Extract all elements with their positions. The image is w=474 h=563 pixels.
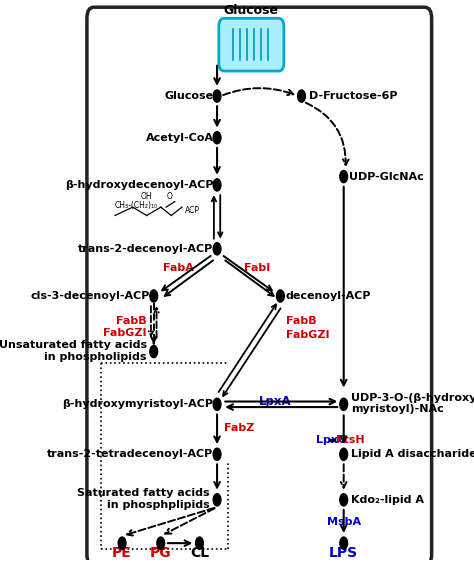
Circle shape <box>118 537 126 549</box>
Text: UDP-GlcNAc: UDP-GlcNAc <box>349 172 424 182</box>
Circle shape <box>150 346 158 358</box>
Text: OH: OH <box>141 192 153 201</box>
Text: Unsaturated fatty acids: Unsaturated fatty acids <box>0 340 147 350</box>
Circle shape <box>213 448 221 461</box>
Circle shape <box>276 290 284 302</box>
Text: β-hydroxymyristoyl-ACP: β-hydroxymyristoyl-ACP <box>63 399 214 409</box>
Text: FabI: FabI <box>245 263 271 273</box>
Circle shape <box>340 171 347 183</box>
Circle shape <box>157 537 164 549</box>
Circle shape <box>213 132 221 144</box>
Text: FabB: FabB <box>116 316 147 326</box>
Text: Kdo₂-lipid A: Kdo₂-lipid A <box>351 495 424 505</box>
Text: cls-3-decenoyl-ACP: cls-3-decenoyl-ACP <box>31 291 150 301</box>
Text: ACP: ACP <box>185 205 201 215</box>
Text: Lipid A disaccharide: Lipid A disaccharide <box>351 449 474 459</box>
Text: MsbA: MsbA <box>327 517 361 527</box>
Text: trans-2-tetradecenoyl-ACP: trans-2-tetradecenoyl-ACP <box>47 449 214 459</box>
Circle shape <box>298 90 305 102</box>
Text: Saturated fatty acids: Saturated fatty acids <box>77 488 210 498</box>
Circle shape <box>213 398 221 410</box>
Text: Glucose: Glucose <box>164 91 214 101</box>
Text: LPS: LPS <box>329 546 358 560</box>
Text: myristoyl)-NAc: myristoyl)-NAc <box>351 404 444 414</box>
Circle shape <box>213 179 221 191</box>
Text: in phospholipids: in phospholipids <box>44 352 147 362</box>
Text: CL: CL <box>190 546 209 560</box>
Text: D-Fructose-6P: D-Fructose-6P <box>309 91 397 101</box>
Text: FabZ: FabZ <box>224 423 255 432</box>
Text: CH₃-(CH₂)₁₀: CH₃-(CH₂)₁₀ <box>115 201 158 210</box>
Text: trans-2-decenoyl-ACP: trans-2-decenoyl-ACP <box>78 244 214 254</box>
Text: Glucose: Glucose <box>224 4 279 17</box>
FancyBboxPatch shape <box>219 19 284 71</box>
Text: FtsH: FtsH <box>336 435 365 445</box>
Text: FabA: FabA <box>163 263 194 273</box>
Text: UDP-3-O-(β-hydroxy: UDP-3-O-(β-hydroxy <box>351 392 474 403</box>
Text: in phosphplipids: in phosphplipids <box>107 501 210 511</box>
Text: PG: PG <box>150 546 172 560</box>
Text: LpxC: LpxC <box>316 435 346 445</box>
Text: FabB: FabB <box>286 316 316 326</box>
Text: decenoyl-ACP: decenoyl-ACP <box>286 291 371 301</box>
FancyBboxPatch shape <box>87 7 432 563</box>
Circle shape <box>213 90 221 102</box>
Text: PE: PE <box>112 546 132 560</box>
Circle shape <box>150 290 158 302</box>
Text: FabGZI: FabGZI <box>103 328 147 338</box>
Circle shape <box>213 494 221 506</box>
Circle shape <box>340 448 347 461</box>
Circle shape <box>213 243 221 255</box>
Text: β-hydroxydecenoyl-ACP: β-hydroxydecenoyl-ACP <box>65 180 214 190</box>
Circle shape <box>340 398 347 410</box>
Circle shape <box>196 537 203 549</box>
Circle shape <box>340 494 347 506</box>
Text: FabGZI: FabGZI <box>286 330 329 340</box>
Text: O: O <box>167 192 173 201</box>
Text: Acetyl-CoA: Acetyl-CoA <box>146 133 214 142</box>
Text: LpxA: LpxA <box>259 395 292 408</box>
Circle shape <box>340 537 347 549</box>
